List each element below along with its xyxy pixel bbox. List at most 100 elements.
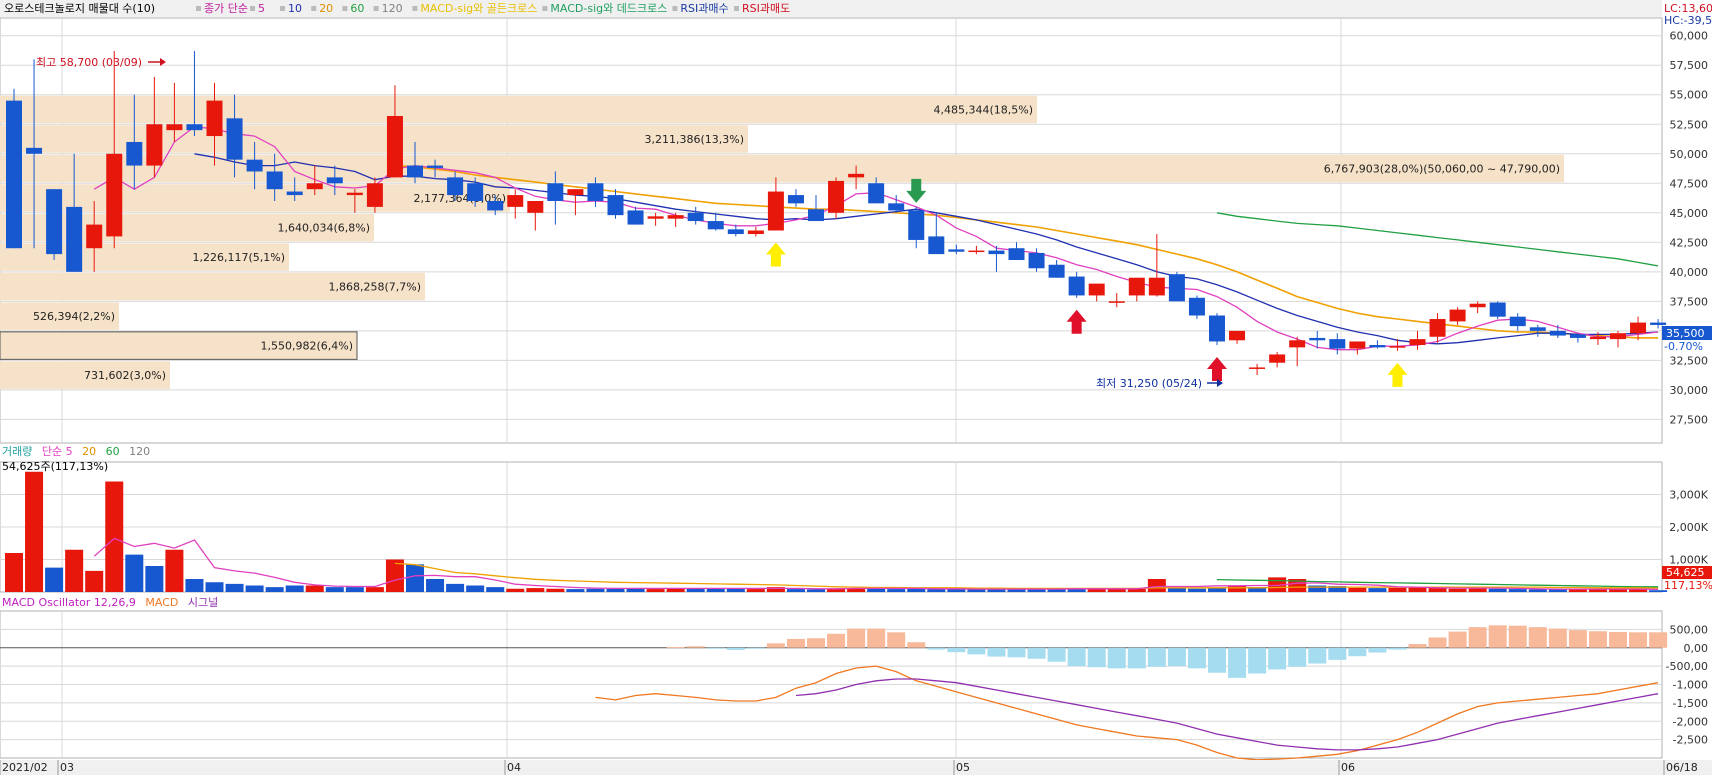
volume-bar (225, 583, 244, 592)
legend-item-8: RSI과매수 (680, 2, 728, 15)
price-tick-label: 57,500 (1670, 59, 1709, 72)
candle-body (1389, 346, 1406, 348)
oscillator-bar (1007, 647, 1026, 658)
volume-bar (1107, 589, 1126, 592)
oscillator-bar (1268, 647, 1287, 670)
candle-body (366, 183, 383, 207)
volume-bar (185, 579, 204, 592)
legend-marker (734, 6, 739, 11)
candle-body (86, 224, 103, 249)
volume-ma120-label: 120 (129, 445, 150, 458)
legend-marker (280, 6, 285, 11)
volume-ma20-line (394, 562, 1659, 590)
oscillator-bar (807, 638, 825, 648)
volume-bar (1548, 589, 1567, 592)
candle-body (627, 210, 644, 225)
oscillator-bar (1388, 647, 1407, 650)
candle-body (808, 209, 824, 222)
oscillator-bar (786, 638, 805, 648)
volume-title: 거래량 (2, 445, 32, 458)
volume-bar (1067, 588, 1086, 592)
volume-bar (105, 481, 124, 592)
oscillator-bar (686, 646, 705, 648)
volume-bar (165, 549, 184, 592)
volume-profile-label: 1,226,117(5,1%) (192, 251, 285, 264)
oscillator-bar (1167, 647, 1186, 667)
volume-bar (626, 588, 645, 592)
candle-body (1269, 354, 1286, 363)
candle-body (507, 195, 524, 207)
candle-body (1068, 276, 1085, 296)
volume-bar (486, 587, 505, 592)
candle-body (1469, 303, 1486, 308)
ma20-line (394, 164, 1659, 339)
volume-bar (706, 588, 725, 592)
volume-bar (125, 554, 144, 592)
volume-bar (1348, 587, 1367, 592)
candle-body (1369, 345, 1386, 348)
volume-bar (1388, 587, 1407, 592)
candle-body (1429, 319, 1446, 337)
oscillator-bar (1508, 625, 1527, 648)
candle-body (747, 230, 764, 235)
volume-tick-label: 1,000K (1669, 554, 1708, 567)
volume-profile-label: 1,550,982(6,4%) (260, 340, 353, 353)
price-tick-label: 60,000 (1670, 30, 1709, 43)
oscillator-bar (1027, 647, 1046, 659)
volume-bar (1488, 588, 1507, 592)
price-tick-label: 37,500 (1670, 295, 1709, 308)
volume-bar (1187, 588, 1206, 592)
candle-body (346, 192, 363, 196)
volume-ma60-line (1216, 578, 1659, 588)
macd-osc-label: MACD Oscillator 12,26,9 (2, 596, 136, 609)
oscillator-bar (1047, 647, 1066, 662)
volume-bar (1649, 590, 1668, 592)
price-tick-label: 27,500 (1670, 413, 1709, 426)
volume-bar (586, 588, 605, 592)
hc-label: HC:-39,5 (1664, 14, 1712, 27)
oscillator-bar (927, 647, 946, 650)
signal-arrow-down-icon (906, 178, 927, 203)
candle-body (1048, 264, 1065, 278)
volume-bar (1609, 589, 1627, 592)
candle-body (106, 153, 123, 237)
candle-body (1168, 274, 1185, 302)
volume-bar (245, 585, 264, 592)
x-axis-bar (0, 760, 1712, 775)
volume-bar (606, 588, 625, 592)
volume-bar (1588, 589, 1607, 592)
legend-marker (542, 6, 548, 11)
volume-ma5-label: 단순 5 (42, 445, 73, 458)
volume-bar (1428, 588, 1447, 592)
volume-profile-box (0, 125, 748, 153)
x-tick-label: 2021/02 (2, 761, 48, 774)
oscillator-bar (1147, 647, 1166, 667)
volume-bar (385, 559, 404, 592)
legend-item-4: 60 (350, 2, 364, 15)
volume-bar (145, 566, 164, 592)
current-price-label: 35,500 (1666, 327, 1705, 340)
candle-body (226, 118, 243, 160)
macd-tick-label: -1,000 (1673, 679, 1708, 692)
oscillator-bar (1528, 627, 1547, 648)
lc-label: LC:13,60 (1664, 2, 1712, 15)
candle-body (1610, 333, 1626, 340)
volume-profile-label: 4,485,344(18,5%) (933, 103, 1033, 116)
volume-bar (365, 587, 384, 592)
oscillator-bar (1588, 631, 1607, 648)
candle-body (1309, 337, 1326, 341)
candle-body (1329, 339, 1346, 349)
oscillator-bar (1328, 647, 1347, 660)
x-tick-label: 03 (60, 761, 74, 774)
volume-bar (65, 549, 84, 592)
low-arrow-icon (1207, 379, 1223, 387)
volume-bar (1328, 586, 1347, 592)
ma60-line (1216, 212, 1659, 267)
high-annotation: 최고 58,700 (03/09) (36, 56, 142, 69)
candle-body (46, 189, 63, 255)
volume-bar (1027, 588, 1046, 592)
legend-marker (412, 6, 418, 11)
candle-body (487, 200, 504, 211)
header-bar (0, 0, 1662, 17)
oscillator-bar (947, 647, 966, 653)
